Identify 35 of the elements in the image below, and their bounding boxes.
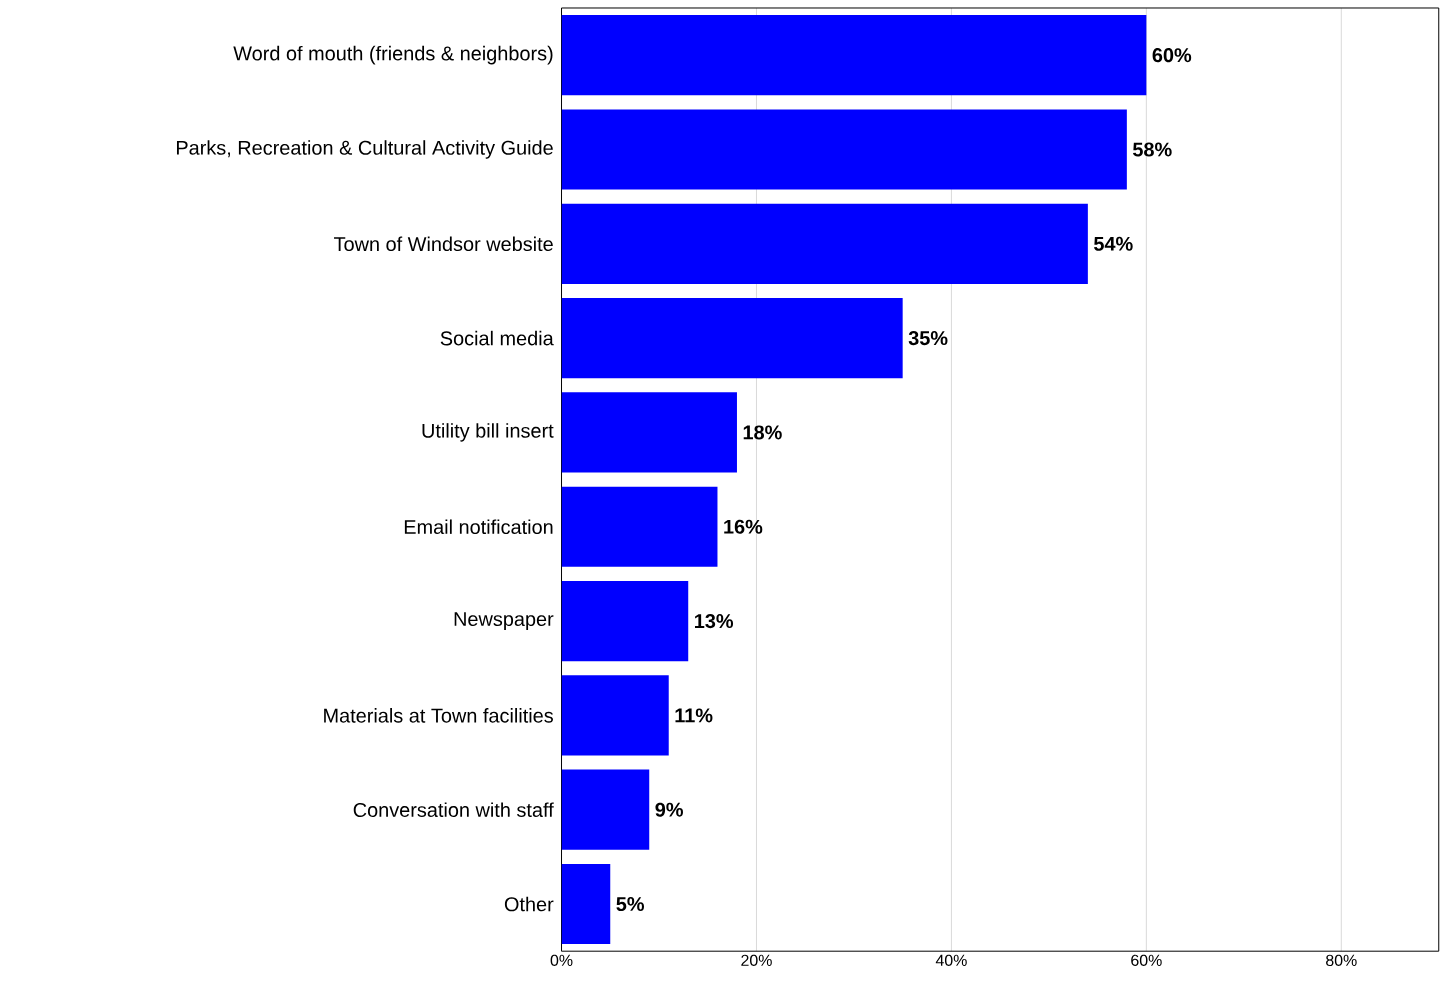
y-tick-label: Conversation with staff — [353, 802, 554, 817]
bar — [561, 392, 737, 473]
x-tick-label: 60% — [1131, 954, 1162, 966]
bar — [561, 863, 611, 945]
y-tick-label: Materials at Town facilities — [324, 708, 553, 723]
data-label: 60% — [1152, 48, 1192, 63]
x-tick-label: 0% — [550, 954, 573, 966]
y-tick-label: Other — [504, 896, 554, 912]
data-label: 58% — [1132, 142, 1172, 157]
y-tick-label: Social media — [440, 330, 554, 346]
y-tick-label: Town of Windsor website — [334, 236, 553, 252]
x-tick-label: 40% — [935, 954, 967, 966]
x-tick-label: 80% — [1326, 954, 1357, 966]
data-label: 35% — [908, 330, 948, 346]
bar — [561, 769, 650, 850]
bar — [561, 297, 903, 379]
y-tick-label: Parks, Recreation & Cultural Activity Guide — [176, 140, 553, 159]
data-label: 9% — [655, 802, 683, 817]
y-tick-label: Utility bill insert — [422, 423, 554, 442]
data-label: 13% — [695, 613, 734, 629]
y-tick-label: Newspaper — [454, 612, 554, 630]
data-label: 11% — [675, 708, 713, 723]
bar — [561, 15, 1147, 96]
data-label: 54% — [1093, 236, 1133, 251]
x-tick-label: 20% — [741, 954, 772, 966]
bar — [561, 203, 1088, 284]
bar — [561, 109, 1127, 190]
data-label: 5% — [616, 896, 645, 911]
bar — [561, 675, 669, 756]
data-label: 16% — [724, 519, 763, 534]
y-tick-label: Email notification — [404, 519, 553, 534]
data-label: 18% — [743, 425, 782, 440]
y-tick-label: Word of mouth (friends & neighbors) — [233, 45, 553, 65]
bar — [561, 486, 718, 567]
bar — [561, 580, 689, 662]
